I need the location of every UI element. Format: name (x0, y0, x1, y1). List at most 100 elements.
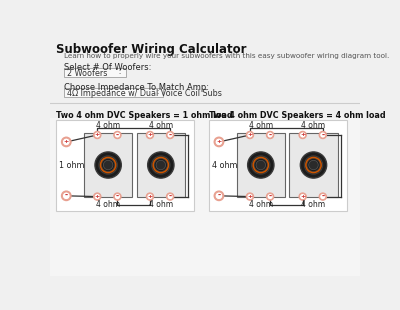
Circle shape (214, 136, 224, 147)
Text: +: + (247, 132, 252, 138)
Circle shape (152, 156, 170, 174)
Circle shape (247, 193, 253, 200)
Circle shape (102, 158, 115, 171)
Text: 4 ohm: 4 ohm (302, 122, 326, 131)
Text: -: - (268, 131, 272, 140)
Text: 4 ohm: 4 ohm (249, 200, 273, 209)
Text: 4 ohm: 4 ohm (149, 200, 173, 209)
Text: ∶: ∶ (119, 68, 121, 77)
Text: +: + (300, 194, 305, 199)
Text: 4Ω Impedance w/ Dual Voice Coil Subs: 4Ω Impedance w/ Dual Voice Coil Subs (67, 89, 222, 98)
Circle shape (61, 190, 72, 201)
Text: Two 4 ohm DVC Speakers = 1 ohm load: Two 4 ohm DVC Speakers = 1 ohm load (56, 111, 233, 120)
Circle shape (300, 193, 306, 200)
Text: 4 ohm: 4 ohm (302, 200, 326, 209)
Circle shape (147, 193, 153, 200)
Text: ∶: ∶ (156, 88, 158, 97)
Circle shape (62, 192, 70, 200)
Circle shape (248, 152, 274, 178)
Text: -: - (116, 131, 119, 140)
Circle shape (266, 131, 274, 139)
Text: 4 ohm: 4 ohm (96, 200, 120, 209)
Circle shape (61, 136, 72, 147)
Circle shape (94, 193, 100, 200)
Text: Two 4 ohm DVC Speakers = 4 ohm load: Two 4 ohm DVC Speakers = 4 ohm load (209, 111, 386, 120)
Text: +: + (64, 140, 69, 144)
Text: Choose Impedance To Match Amp:: Choose Impedance To Match Amp: (64, 83, 209, 92)
Text: +: + (95, 132, 100, 138)
Circle shape (246, 192, 254, 201)
Circle shape (93, 131, 102, 139)
Text: 1 ohm: 1 ohm (59, 161, 85, 170)
Text: -: - (268, 192, 272, 201)
Circle shape (247, 132, 253, 138)
Circle shape (215, 192, 223, 200)
Circle shape (214, 190, 224, 201)
Circle shape (320, 193, 326, 200)
Text: 2 Woofers: 2 Woofers (67, 69, 108, 78)
Circle shape (93, 192, 102, 201)
Text: +: + (147, 132, 153, 138)
Circle shape (167, 193, 173, 200)
Circle shape (99, 156, 117, 174)
Bar (64, 68, 126, 77)
Text: 4 ohm: 4 ohm (212, 161, 238, 170)
Circle shape (148, 152, 174, 178)
Text: 4 ohm: 4 ohm (149, 122, 173, 131)
Circle shape (95, 152, 121, 178)
Circle shape (114, 132, 120, 138)
Circle shape (256, 160, 266, 170)
Circle shape (300, 152, 327, 178)
Text: 4 ohm: 4 ohm (249, 122, 273, 131)
Circle shape (156, 160, 166, 170)
Circle shape (318, 131, 327, 139)
Bar (137, 133, 185, 197)
Circle shape (94, 132, 100, 138)
Circle shape (166, 131, 174, 139)
Bar (237, 133, 285, 197)
Circle shape (320, 132, 326, 138)
Circle shape (114, 193, 120, 200)
Circle shape (146, 192, 154, 201)
Circle shape (267, 132, 273, 138)
Text: -: - (321, 192, 324, 201)
Circle shape (266, 192, 274, 201)
Circle shape (147, 132, 153, 138)
Circle shape (113, 192, 122, 201)
Circle shape (113, 131, 122, 139)
Text: Select # Of Woofers:: Select # Of Woofers: (64, 63, 151, 72)
Text: +: + (147, 194, 153, 199)
Circle shape (166, 192, 174, 201)
Circle shape (300, 132, 306, 138)
Circle shape (154, 158, 168, 171)
Circle shape (309, 160, 318, 170)
Circle shape (167, 132, 173, 138)
Bar (209, 120, 347, 211)
Circle shape (103, 160, 113, 170)
Text: Subwoofer Wiring Calculator: Subwoofer Wiring Calculator (56, 42, 247, 55)
Text: -: - (168, 131, 172, 140)
Text: +: + (300, 132, 305, 138)
Bar (64, 88, 163, 97)
Circle shape (318, 192, 327, 201)
Circle shape (62, 138, 70, 146)
Circle shape (298, 131, 307, 139)
Text: Learn how to properly wire your subwoofers with this easy subwoofer wiring diagr: Learn how to properly wire your subwoofe… (64, 53, 389, 59)
Circle shape (298, 192, 307, 201)
Bar (56, 120, 194, 211)
Text: +: + (247, 194, 252, 199)
Circle shape (267, 193, 273, 200)
Circle shape (252, 156, 270, 174)
Circle shape (304, 156, 323, 174)
Text: 4 ohm: 4 ohm (96, 122, 120, 131)
Text: -: - (116, 192, 119, 201)
Circle shape (246, 131, 254, 139)
Circle shape (307, 158, 320, 171)
Circle shape (254, 158, 267, 171)
Bar (84, 133, 132, 197)
Circle shape (146, 131, 154, 139)
Text: -: - (168, 192, 172, 201)
Text: -: - (65, 191, 68, 200)
Text: +: + (95, 194, 100, 199)
Circle shape (215, 138, 223, 146)
